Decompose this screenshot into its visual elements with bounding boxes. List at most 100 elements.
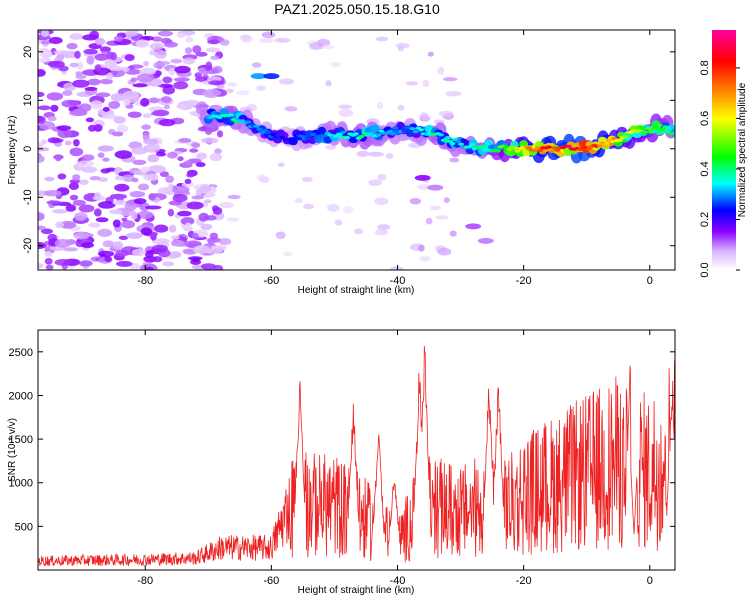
spectrogram-cell bbox=[206, 47, 220, 53]
spectrogram-cell bbox=[159, 171, 169, 178]
spectrogram-cell bbox=[616, 138, 623, 142]
spectrogram-cell bbox=[69, 62, 79, 68]
snr-y-axis-title: SNR (10 * v/v) bbox=[7, 418, 18, 482]
spectrogram-cell bbox=[94, 192, 102, 200]
snr-y-ticks: 500 1000 1500 2000 2500 bbox=[9, 347, 675, 533]
spectrogram-cell bbox=[198, 212, 210, 222]
spectrogram-cell bbox=[209, 232, 219, 240]
spectrogram-cell bbox=[309, 42, 324, 50]
snr-x-ticks: -80 -60 -40 -20 0 bbox=[137, 330, 653, 587]
spectrogram-cell bbox=[44, 251, 53, 258]
spectrogram-cell bbox=[205, 127, 213, 136]
spectrogram-cell bbox=[225, 88, 235, 94]
spectrogram-cell bbox=[97, 250, 115, 257]
spectrogram-x-tick-label: -80 bbox=[137, 275, 153, 287]
spectrogram-cell bbox=[139, 67, 157, 76]
spectrogram-cell bbox=[370, 124, 380, 134]
spectrogram-cell bbox=[66, 42, 78, 50]
spectrogram-cell bbox=[89, 30, 100, 39]
spectrogram-cell bbox=[167, 208, 175, 217]
colorbar: 0.0 0.2 0.4 0.6 0.8 Normalized spectral ampl… bbox=[699, 30, 748, 278]
snr-y-tick-label: 2500 bbox=[9, 347, 33, 359]
spectrogram-cell bbox=[425, 217, 433, 225]
spectrogram-cell bbox=[86, 55, 95, 65]
spectrogram-cell bbox=[153, 224, 169, 233]
spectrogram-cell bbox=[177, 210, 192, 217]
spectrogram-cell bbox=[93, 208, 102, 217]
colorbar-tick-label: 0.0 bbox=[699, 262, 711, 277]
spectrogram-cell bbox=[457, 142, 464, 146]
spectrogram-cell bbox=[256, 85, 266, 91]
spectrogram-cell bbox=[131, 177, 139, 183]
spectrogram-cell bbox=[477, 237, 494, 244]
spectrogram-cell bbox=[208, 80, 225, 86]
colorbar-label: Normalized spectral amplitude bbox=[737, 82, 748, 217]
spectrogram-cell bbox=[608, 142, 615, 146]
spectrogram-cell bbox=[397, 104, 405, 111]
spectrogram-cell bbox=[184, 47, 193, 54]
spectrogram-cell bbox=[55, 221, 64, 229]
spectrogram-cell bbox=[106, 72, 114, 81]
spectrogram-cell bbox=[113, 35, 123, 42]
spectrogram-cell bbox=[69, 179, 82, 184]
spectrogram-cell bbox=[73, 231, 90, 240]
spectrogram-x-ticks: -80 -60 -40 -20 0 bbox=[137, 30, 653, 287]
spectrogram-cell bbox=[176, 103, 189, 109]
spectrogram-cell bbox=[38, 116, 46, 124]
spectrogram-cell bbox=[135, 39, 150, 48]
spectrogram-cell bbox=[97, 152, 105, 158]
spectrogram-cell bbox=[155, 151, 167, 157]
snr-x-tick-label: -60 bbox=[263, 575, 279, 587]
spectrogram-cell bbox=[196, 152, 208, 160]
spectrogram-cell bbox=[189, 148, 199, 153]
spectrogram-cell bbox=[72, 199, 86, 206]
spectrogram-cell bbox=[511, 146, 518, 150]
spectrogram-cell bbox=[201, 137, 219, 144]
spectrogram-cell bbox=[122, 66, 130, 73]
spectrogram-y-tick-label: 0 bbox=[22, 146, 34, 152]
spectrogram-cell bbox=[48, 36, 63, 45]
snr-x-tick-label: -20 bbox=[516, 575, 532, 587]
spectrogram-cell bbox=[44, 257, 53, 265]
spectrogram-cell bbox=[170, 239, 184, 246]
spectrogram-cell bbox=[104, 255, 112, 262]
spectrogram-y-tick-label: 10 bbox=[22, 94, 34, 106]
spectrogram-cell bbox=[642, 130, 649, 134]
spectrogram-cell bbox=[278, 78, 294, 85]
spectrogram-cell bbox=[409, 198, 422, 205]
spectrogram-cell bbox=[46, 92, 64, 101]
spectrogram-cell bbox=[121, 217, 128, 222]
spectrogram-cell bbox=[648, 130, 654, 134]
spectrogram-cell bbox=[531, 148, 538, 153]
spectrogram-cell bbox=[50, 104, 59, 112]
spectrogram-cell bbox=[63, 247, 79, 252]
spectrogram-cell bbox=[47, 116, 57, 122]
spectrogram-cell bbox=[250, 73, 267, 80]
spectrogram-cell bbox=[253, 124, 260, 128]
spectrogram-cell bbox=[240, 34, 253, 43]
spectrogram-cell bbox=[40, 139, 48, 144]
spectrogram-cell bbox=[54, 259, 72, 266]
spectrogram-cell bbox=[325, 144, 337, 150]
spectrogram-cell bbox=[158, 118, 176, 127]
spectrogram-cell bbox=[389, 132, 396, 136]
spectrogram-cell bbox=[469, 142, 476, 147]
spectrogram-cell bbox=[277, 162, 285, 167]
spectrogram-cell bbox=[110, 93, 126, 102]
spectrogram-cell bbox=[385, 153, 394, 160]
spectrogram-cell bbox=[89, 176, 101, 181]
spectrogram-cell bbox=[94, 64, 102, 72]
spectrogram-cell bbox=[122, 174, 135, 182]
spectrogram-cell bbox=[168, 67, 176, 76]
spectrogram-cell bbox=[236, 90, 250, 96]
spectrogram-cell bbox=[143, 255, 157, 263]
spectrogram-cell bbox=[443, 197, 450, 204]
snr-x-tick-label: -40 bbox=[390, 575, 406, 587]
spectrogram-cell bbox=[162, 76, 173, 84]
spectrogram-cell bbox=[172, 185, 190, 194]
spectrogram-cell bbox=[72, 174, 81, 181]
spectrogram-cell bbox=[184, 222, 192, 231]
spectrogram-cell bbox=[112, 241, 124, 250]
spectrogram-cell bbox=[251, 62, 262, 68]
spectrogram-cell bbox=[116, 124, 129, 133]
